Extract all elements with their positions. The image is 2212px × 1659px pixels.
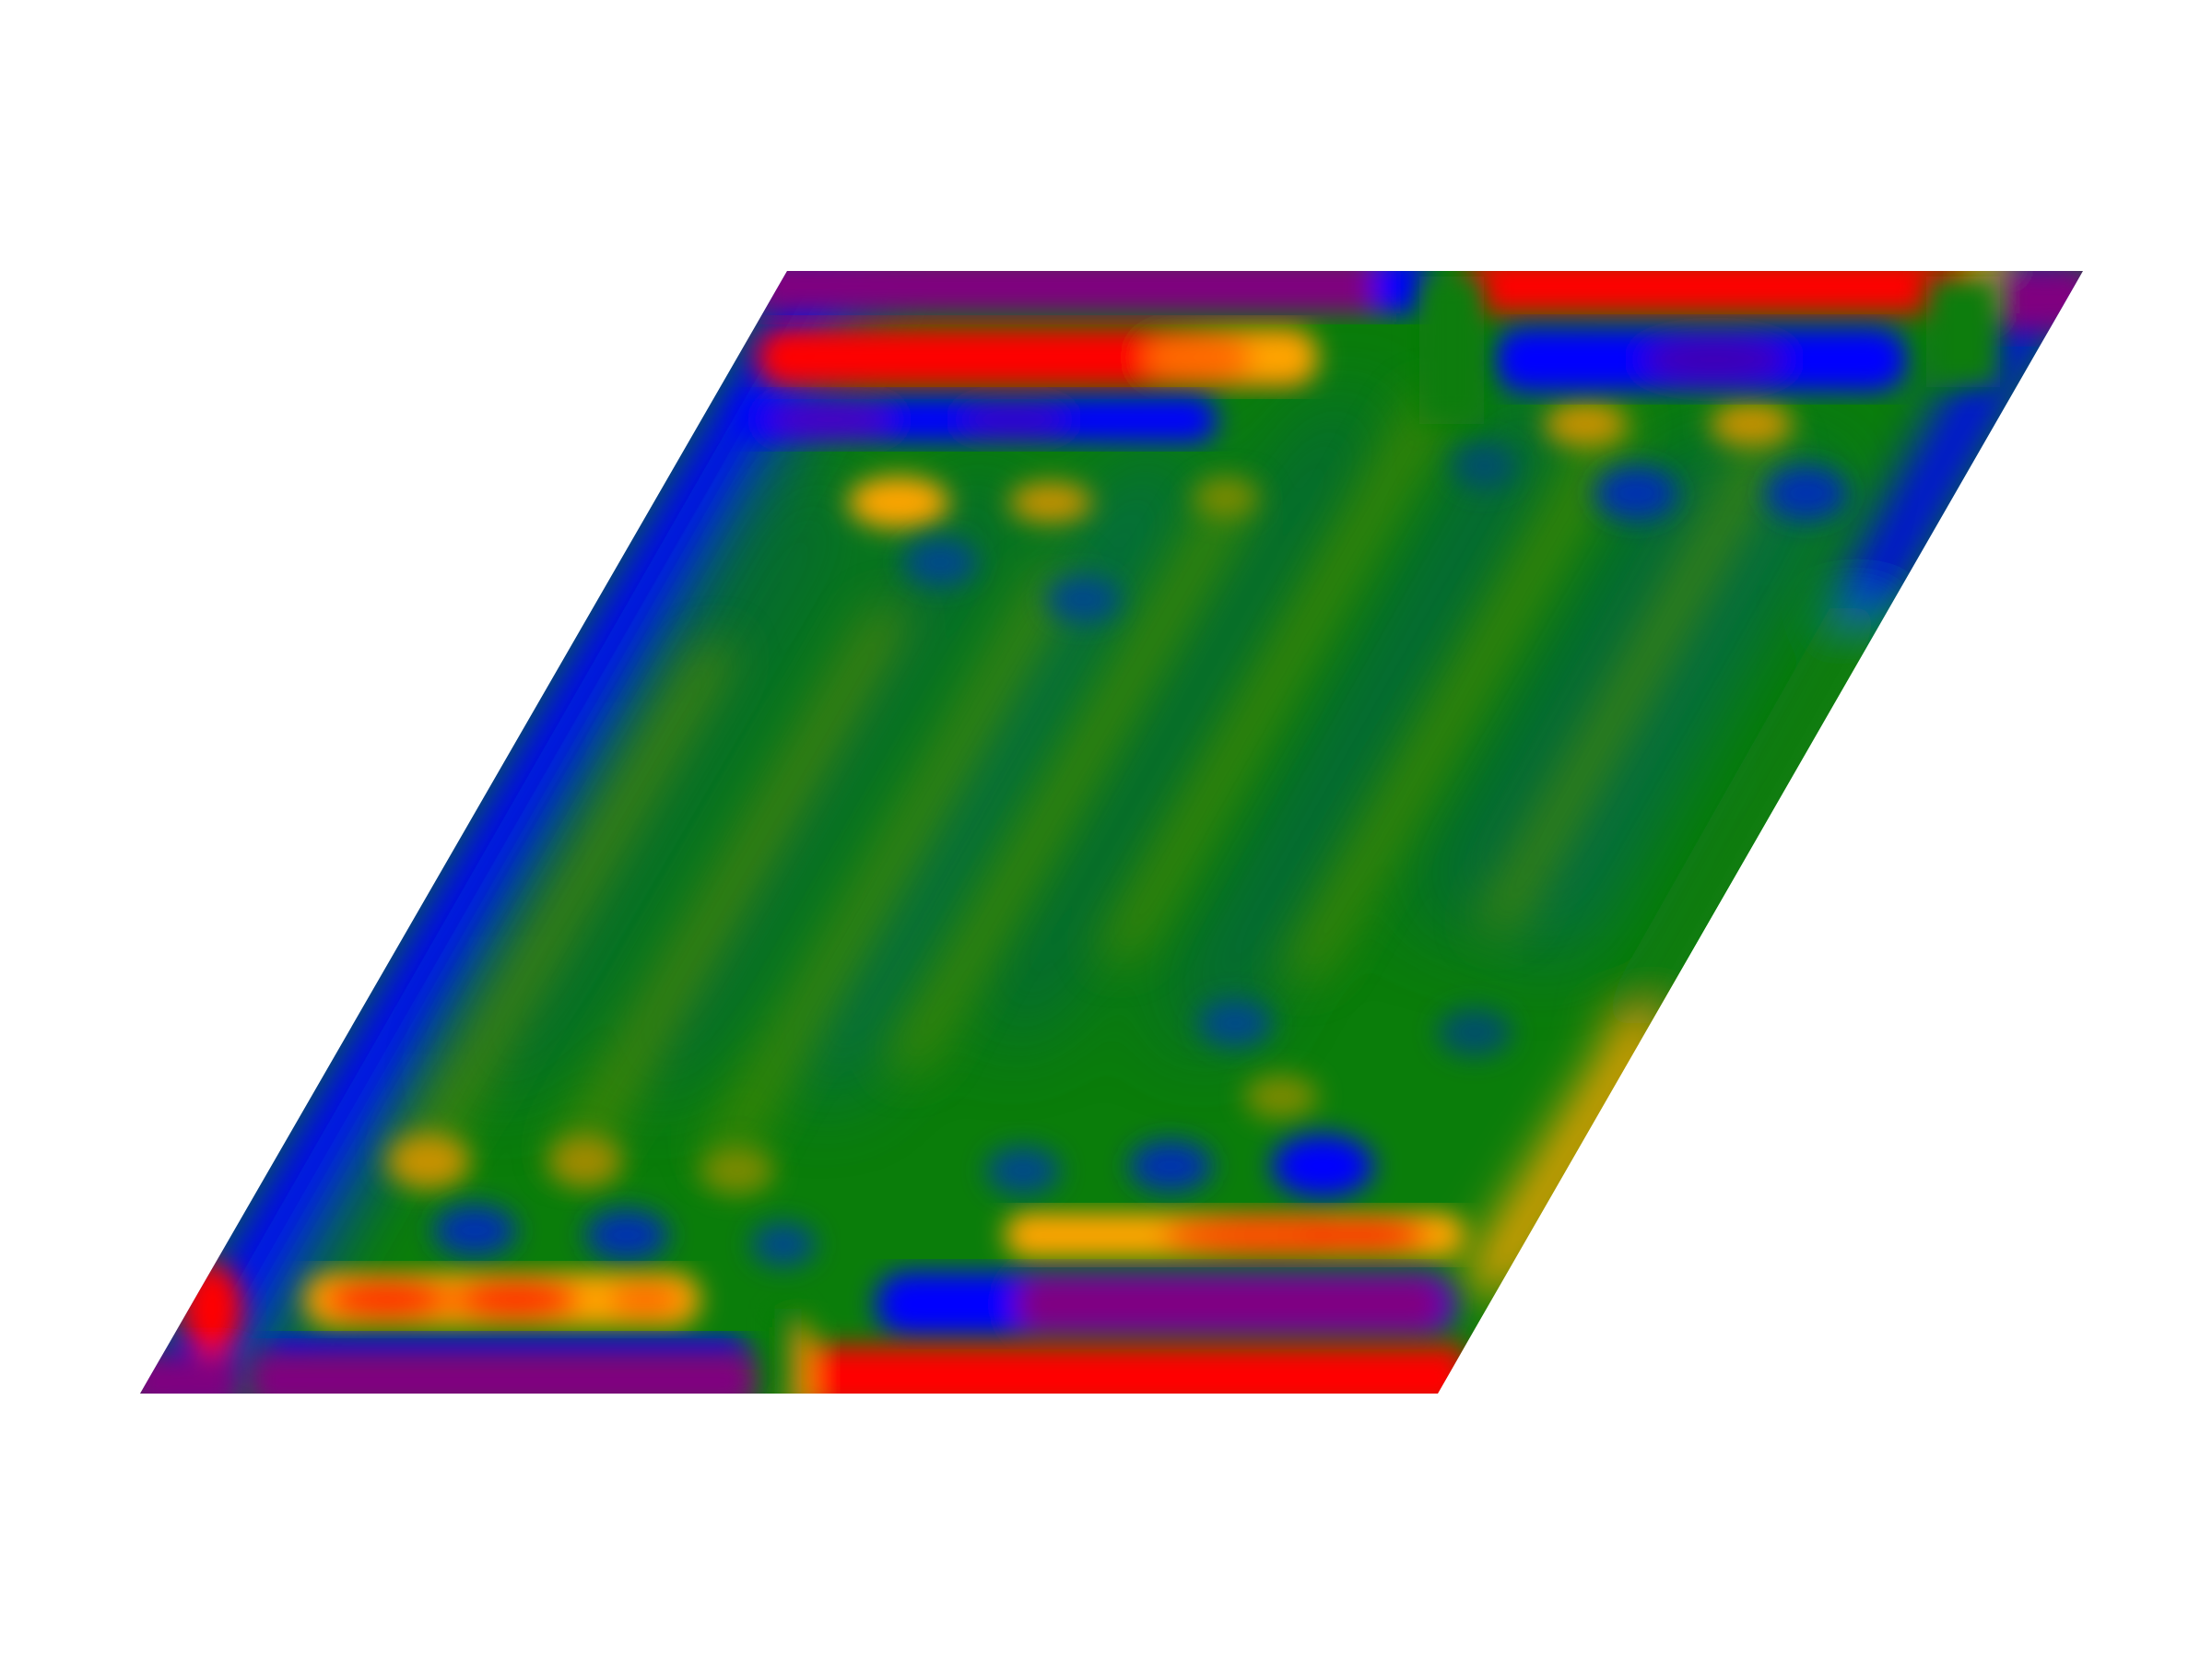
top-bands — [737, 271, 2083, 442]
edge-band-left — [140, 271, 912, 1394]
bottom-bands — [140, 1212, 1465, 1394]
olive-stripes — [396, 396, 1788, 1161]
blue-spots-upper — [903, 441, 1848, 623]
scalar-field — [140, 271, 2083, 1394]
blue-spots-lower — [433, 999, 1512, 1266]
orange-spots — [387, 402, 1793, 1194]
